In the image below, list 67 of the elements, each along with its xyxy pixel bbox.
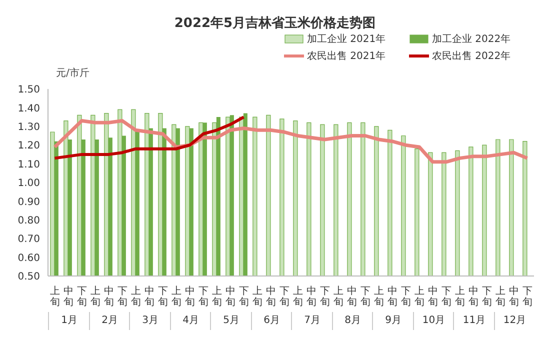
y-tick-label: 0.80 (18, 215, 40, 226)
x-tick-label: 下旬 (279, 286, 290, 308)
x-tick-label: 上旬 (333, 285, 344, 308)
x-tick-label: 下旬 (76, 286, 87, 308)
text: 8月 (332, 312, 373, 330)
x-tick-label: 下旬 (360, 286, 370, 308)
text: 2月 (88, 312, 130, 330)
line-series (53, 119, 529, 164)
y-tick-label: 0.60 (18, 252, 40, 264)
x-tick-label: 下旬 (198, 286, 208, 308)
x-tick-label: 上旬 (495, 285, 506, 308)
x-tick-label: 中旬 (508, 285, 519, 308)
text: 6月 (250, 312, 292, 330)
y-tick-label: 1.50 (18, 84, 40, 96)
y-tick-label: 1.10 (18, 159, 40, 170)
text: 9月 (372, 312, 414, 330)
x-tick-label: 下旬 (320, 286, 330, 308)
x-tick-label: 中旬 (468, 285, 478, 308)
x-tick-label: 中旬 (306, 285, 316, 308)
y-tick-label: 1.30 (18, 122, 40, 133)
y-tick-label: 0.70 (18, 234, 40, 246)
x-tick-label: 中旬 (387, 285, 398, 308)
legend-label: 农民出售 2022年 (432, 50, 511, 63)
x-tick-label: 上旬 (50, 285, 60, 308)
text: 3月 (129, 312, 170, 330)
y-tick-label: 1.00 (18, 178, 40, 190)
x-tick-label: 下旬 (441, 286, 452, 308)
x-tick-label: 上旬 (90, 285, 100, 308)
y-tick-label: 1.40 (18, 103, 40, 114)
x-tick-label: 下旬 (158, 286, 168, 308)
text: 1月 (48, 312, 90, 330)
y-tick-label: 0.50 (18, 272, 40, 283)
line-series (53, 116, 246, 160)
x-tick-label: 中旬 (346, 285, 357, 308)
text: 7月 (291, 312, 332, 330)
x-tick-label: 上旬 (252, 285, 262, 308)
chart-title: 2022年5月吉林省玉米价格走势图 (173, 15, 377, 32)
x-tick-label: 中旬 (144, 285, 154, 308)
y-tick-label: 1.20 (18, 140, 40, 152)
text: 5月 (210, 312, 252, 330)
x-tick-label: 上旬 (414, 285, 424, 308)
x-tick-label: 上旬 (212, 285, 222, 308)
legend-label: 农民出售 2021年 (307, 50, 386, 63)
x-tick-label: 下旬 (522, 286, 532, 308)
legend-label: 加工企业 2022年 (432, 32, 511, 46)
x-tick-label: 中旬 (104, 285, 114, 308)
y-axis-title: 元/市斤 (56, 66, 90, 80)
x-tick-label: 下旬 (117, 286, 128, 308)
x-tick-label: 中旬 (184, 285, 195, 308)
x-tick-label: 下旬 (238, 286, 249, 308)
x-tick-label: 上旬 (130, 285, 141, 308)
x-tick-label: 中旬 (63, 285, 74, 308)
x-tick-label: 下旬 (400, 286, 411, 308)
x-tick-label: 中旬 (225, 285, 236, 308)
text: 11月 (453, 312, 494, 330)
x-tick-label: 上旬 (374, 285, 384, 308)
text: 4月 (170, 312, 211, 330)
x-tick-label: 上旬 (292, 285, 303, 308)
y-tick-label: 0.90 (18, 196, 40, 208)
x-tick-label: 中旬 (428, 285, 438, 308)
x-tick-label: 上旬 (454, 285, 465, 308)
x-tick-label: 下旬 (482, 286, 492, 308)
x-tick-label: 上旬 (171, 285, 182, 308)
legend-label: 加工企业 2021年 (307, 32, 386, 46)
text: 10月 (412, 312, 454, 330)
text: 12月 (494, 312, 535, 330)
x-tick-label: 中旬 (266, 285, 276, 308)
